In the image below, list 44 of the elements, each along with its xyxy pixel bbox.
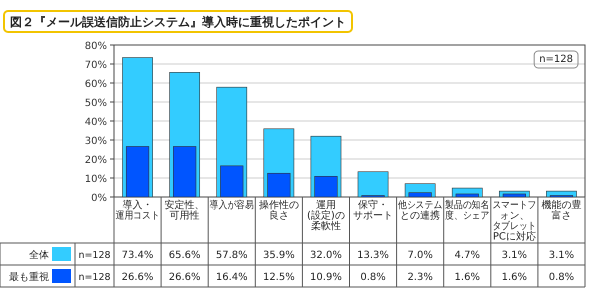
annotation: n=128 bbox=[539, 54, 573, 65]
y-tick-label: 40% bbox=[84, 117, 107, 128]
data-label: 3.1% bbox=[548, 250, 574, 261]
data-label: 73.4% bbox=[122, 250, 154, 261]
data-label: 3.1% bbox=[502, 250, 528, 261]
x-tick-label: 運用(設定)の柔軟性 bbox=[307, 199, 345, 232]
x-tick-label: 安定性、可用性 bbox=[164, 199, 205, 222]
legend-label: 最も重視 bbox=[9, 271, 49, 283]
y-tick-label: 70% bbox=[84, 60, 107, 71]
text: n=128 bbox=[78, 250, 111, 261]
data-label: 35.9% bbox=[262, 250, 295, 261]
data-label: 16.4% bbox=[216, 272, 248, 283]
data-label: 7.0% bbox=[407, 250, 433, 261]
x-tick-label: 導入が容易 bbox=[210, 199, 260, 211]
data-label: 2.3% bbox=[407, 272, 433, 283]
legend-label: 全体 bbox=[29, 249, 49, 261]
data-label: 65.6% bbox=[168, 250, 201, 261]
y-tick-label: 0% bbox=[91, 193, 107, 204]
y-tick-label: 50% bbox=[84, 98, 107, 109]
x-tick-label: 機能の豊富さ bbox=[541, 199, 582, 222]
data-label: 0.8% bbox=[360, 272, 386, 283]
x-tick-label: 保守・サポート bbox=[353, 199, 394, 222]
data-label: 26.6% bbox=[122, 272, 154, 283]
text: n=128 bbox=[78, 272, 111, 283]
y-tick-label: 30% bbox=[84, 136, 107, 147]
data-label: 10.9% bbox=[310, 272, 342, 283]
y-tick-label: 20% bbox=[84, 155, 107, 166]
x-tick-label: 操作性の良さ bbox=[258, 199, 299, 222]
data-label: 12.5% bbox=[262, 272, 295, 283]
data-label: 4.7% bbox=[454, 250, 480, 261]
y-tick-label: 10% bbox=[84, 174, 107, 185]
chart-title: 図２『メール誤送信防止システム』導入時に重視したポイント bbox=[10, 15, 346, 29]
data-label: 57.8% bbox=[216, 250, 248, 261]
data-label: 13.3% bbox=[357, 250, 389, 261]
y-tick-label: 60% bbox=[84, 79, 107, 90]
data-label: 0.8% bbox=[548, 272, 574, 283]
bar bbox=[358, 171, 388, 198]
data-label: 1.6% bbox=[454, 272, 480, 283]
x-tick-label: スマートフォン、タブレットPCに対応 bbox=[492, 200, 542, 242]
data-label: 32.0% bbox=[310, 250, 342, 261]
y-tick-label: 80% bbox=[84, 41, 107, 52]
x-tick-label: 導入・運用コスト bbox=[116, 199, 166, 222]
data-label: 26.6% bbox=[168, 272, 201, 283]
data-label: 1.6% bbox=[502, 272, 528, 283]
